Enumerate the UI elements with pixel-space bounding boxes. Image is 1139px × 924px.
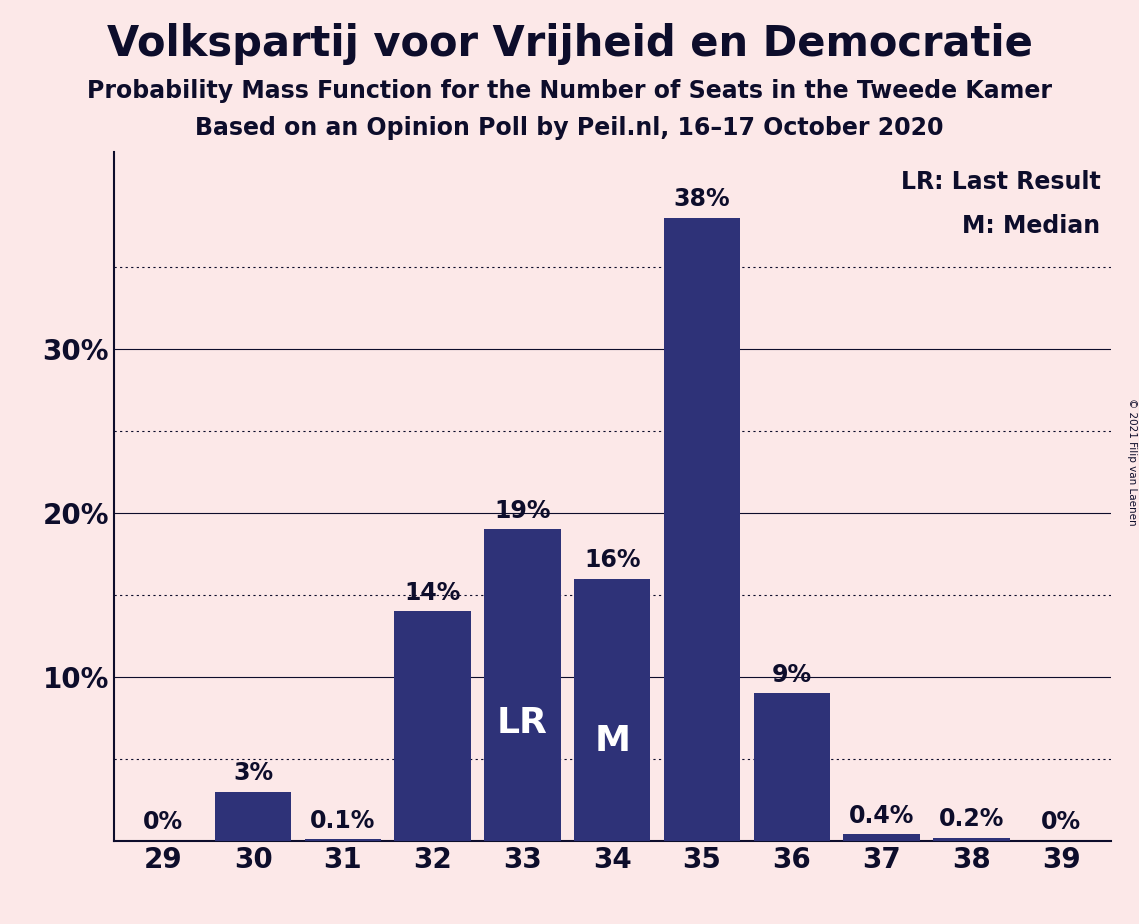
Text: Probability Mass Function for the Number of Seats in the Tweede Kamer: Probability Mass Function for the Number… [87, 79, 1052, 103]
Bar [305, 839, 382, 841]
Text: 3%: 3% [233, 761, 273, 785]
Text: 14%: 14% [404, 581, 461, 605]
Text: 9%: 9% [772, 663, 812, 687]
Text: 0.1%: 0.1% [310, 808, 376, 833]
Text: M: M [595, 724, 630, 759]
Text: © 2021 Filip van Laenen: © 2021 Filip van Laenen [1126, 398, 1137, 526]
Text: 38%: 38% [673, 188, 730, 212]
Text: 0.2%: 0.2% [939, 807, 1005, 831]
Text: M: Median: M: Median [962, 214, 1100, 238]
Text: 19%: 19% [494, 499, 550, 523]
Text: 0%: 0% [144, 810, 183, 834]
Bar [394, 612, 470, 841]
Text: LR: LR [497, 706, 548, 739]
Text: 0%: 0% [1041, 810, 1081, 834]
Bar [754, 693, 830, 841]
Text: LR: Last Result: LR: Last Result [901, 170, 1100, 194]
Text: 0.4%: 0.4% [849, 804, 915, 828]
Bar [574, 578, 650, 841]
Bar [664, 218, 740, 841]
Bar [484, 529, 560, 841]
Text: Based on an Opinion Poll by Peil.nl, 16–17 October 2020: Based on an Opinion Poll by Peil.nl, 16–… [195, 116, 944, 140]
Bar [933, 837, 1009, 841]
Bar [215, 792, 292, 841]
Text: Volkspartij voor Vrijheid en Democratie: Volkspartij voor Vrijheid en Democratie [107, 23, 1032, 65]
Text: 16%: 16% [584, 548, 640, 572]
Bar [843, 834, 919, 841]
